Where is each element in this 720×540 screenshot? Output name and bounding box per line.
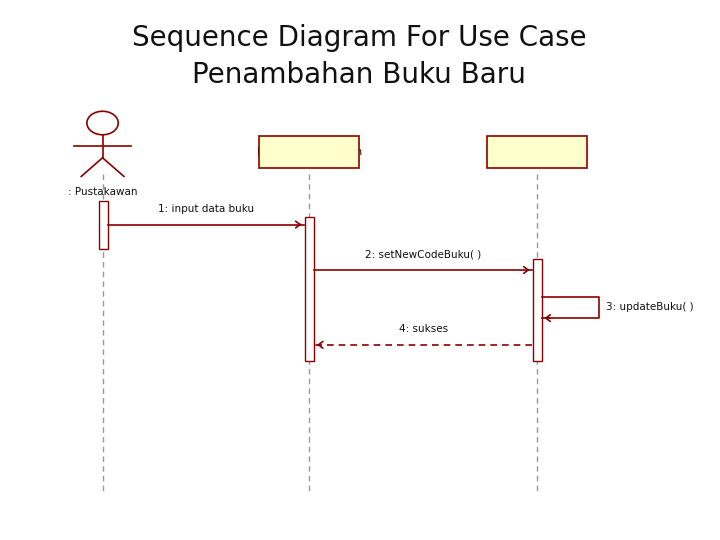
Text: 2: setNewCodeBuku( ): 2: setNewCodeBuku( ) (365, 249, 482, 259)
Text: : Pustakawan: : Pustakawan (68, 187, 138, 197)
FancyBboxPatch shape (99, 200, 107, 248)
Text: 3: updateBuku( ): 3: updateBuku( ) (606, 302, 693, 313)
Text: FormBukuBaru : win: FormBukuBaru : win (257, 147, 362, 158)
Text: 4: sukses: 4: sukses (399, 324, 448, 334)
FancyBboxPatch shape (259, 137, 359, 168)
FancyBboxPatch shape (305, 217, 313, 361)
Text: Sequence Diagram For Use Case
Penambahan Buku Baru: Sequence Diagram For Use Case Penambahan… (132, 24, 587, 89)
FancyBboxPatch shape (487, 137, 588, 168)
FancyBboxPatch shape (533, 259, 541, 361)
Text: : Buku: : Buku (521, 147, 554, 158)
Text: 1: input data buku: 1: input data buku (158, 204, 254, 214)
